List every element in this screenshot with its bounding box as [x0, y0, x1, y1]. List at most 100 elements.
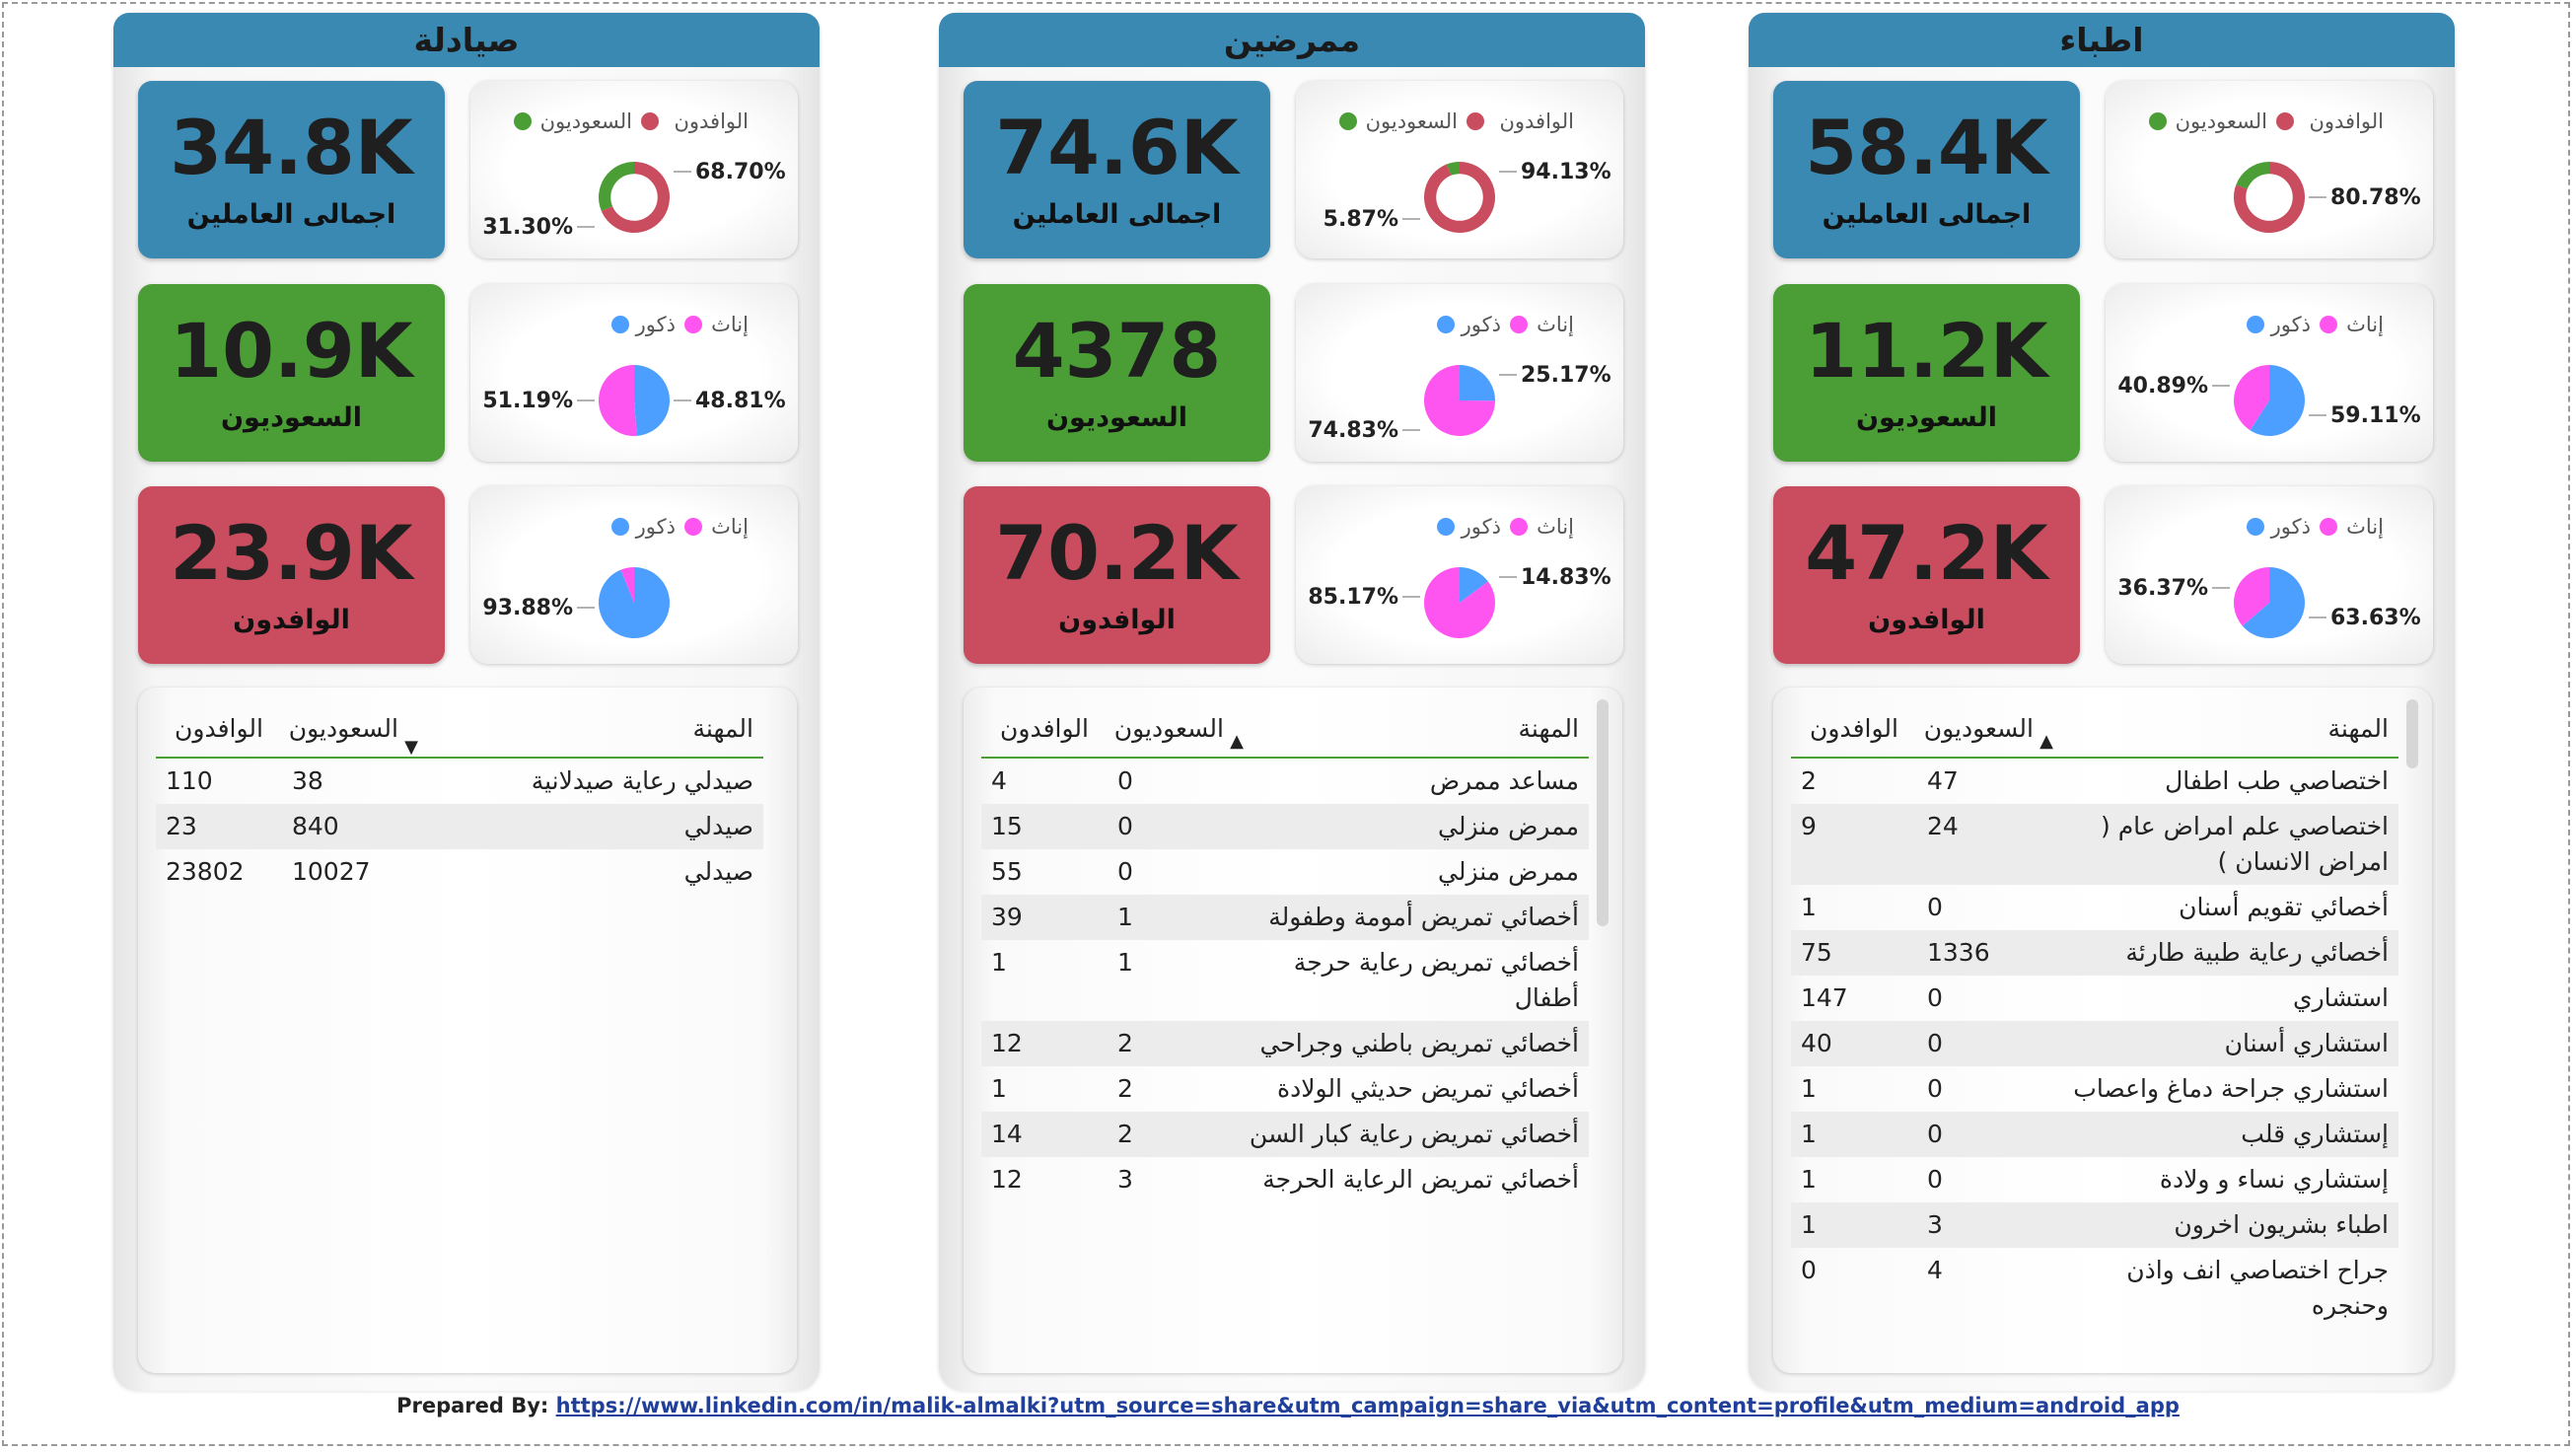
profession-table-card: المهنة السعوديون الوافدون ▲ مساعد ممرض 0 4 ممرض… — [964, 688, 1622, 1373]
table-cell: مساعد ممرض — [1429, 766, 1579, 795]
kpi-label: اجمالى العاملين — [186, 198, 396, 230]
female-slice — [2234, 365, 2269, 431]
column-header[interactable]: المهنة — [2327, 714, 2390, 743]
table-cell: أخصائي تمريض حديثي الولادة — [1276, 1074, 1579, 1103]
legend-dot — [2247, 518, 2264, 536]
table-cell: 0 — [1117, 766, 1133, 795]
table-row[interactable]: ممرض منزلي 0 15 — [981, 804, 1589, 849]
kpi-total-card: 58.4K اجمالى العاملين — [1773, 81, 2080, 258]
kpi-label: السعوديون — [220, 401, 362, 433]
kpi-total-card: 34.8K اجمالى العاملين — [138, 81, 445, 258]
sort-asc-icon[interactable]: ▲ — [1230, 731, 1244, 752]
table-cell: أخصائي تقويم أسنان — [2179, 893, 2389, 921]
table-cell: 2 — [1117, 1029, 1133, 1057]
data-label: 63.63% — [2330, 606, 2421, 630]
table-row[interactable]: اختصاصي علم امراض عام ( امراض الانسان ) 2… — [1791, 804, 2398, 885]
data-label: 25.17% — [1521, 363, 1611, 388]
table-cell: أخصائي رعاية طبية طارئة — [2125, 938, 2389, 967]
legend-dot — [1510, 316, 1528, 333]
table-cell: 39 — [991, 903, 1023, 931]
female-slice — [620, 567, 634, 603]
legend-dot — [2276, 112, 2294, 130]
table-cell: 12 — [991, 1029, 1023, 1057]
table-row[interactable]: أخصائي تمريض الرعاية الحرجة 3 12 — [981, 1157, 1589, 1202]
table-row[interactable]: صيدلي 840 23 — [156, 804, 763, 849]
column-header[interactable]: السعوديون — [1923, 714, 2034, 743]
table-row[interactable]: إستشاري قلب 0 1 — [1791, 1112, 2398, 1157]
table-row[interactable]: أخصائي رعاية طبية طارئة 1336 75 — [1791, 930, 2398, 976]
footer-link[interactable]: https://www.linkedin.com/in/malik-almalk… — [555, 1394, 2180, 1417]
table-row[interactable]: أخصائي تمريض رعاية كبار السن 2 14 — [981, 1112, 1589, 1157]
table-row[interactable]: استشاري جراحة دماغ واعصاب 0 1 — [1791, 1066, 2398, 1112]
legend-dot — [684, 518, 702, 536]
table-row[interactable]: أخصائي تمريض أمومة وطفولة 1 39 — [981, 895, 1589, 940]
table-row[interactable]: صيدلي 10027 23802 — [156, 849, 763, 895]
table-cell: اختصاصي طب اطفال — [2165, 766, 2389, 795]
table-row[interactable]: ممرض منزلي 0 55 — [981, 849, 1589, 895]
table-scrollbar[interactable] — [1597, 699, 1609, 926]
table-cell: 840 — [292, 812, 339, 840]
table-cell: صيدلي — [683, 812, 753, 840]
table-cell: 0 — [1927, 1120, 1943, 1148]
column-header[interactable]: المهنة — [692, 714, 754, 743]
kpi-total-card: 74.6K اجمالى العاملين — [964, 81, 1270, 258]
table-row[interactable]: مساعد ممرض 0 4 — [981, 759, 1589, 804]
table-scrollbar[interactable] — [2406, 699, 2418, 768]
profession-table: المهنة السعوديون الوافدون ▲ مساعد ممرض 0 4 ممرض… — [981, 701, 1589, 1202]
male-slice — [2250, 365, 2305, 436]
table-cell: أخصائي تمريض رعاية كبار السن — [1249, 1120, 1579, 1148]
panel-title: ممرضين — [939, 13, 1645, 67]
table-row[interactable]: اختصاصي طب اطفال 47 2 — [1791, 759, 2398, 804]
table-row[interactable]: أخصائي تمريض باطني وجراحي 2 12 — [981, 1021, 1589, 1066]
kpi-expat-card: 23.9K الوافدون — [138, 486, 445, 664]
table-row[interactable]: إستشاري نساء و ولادة 0 1 — [1791, 1157, 2398, 1202]
footer: Prepared By: https://www.linkedin.com/in… — [0, 1394, 2576, 1417]
table-cell: إستشاري نساء و ولادة — [2159, 1165, 2389, 1194]
table-row[interactable]: صيدلي رعاية صيدلانية 38 110 — [156, 759, 763, 804]
saudi-gender-pie-chart: إناث ذكور 25.17% 74.83% — [1296, 284, 1623, 462]
column-header[interactable]: الوافدون — [1000, 714, 1089, 743]
table-cell: ممرض منزلي — [1438, 812, 1579, 840]
table-cell: 1 — [991, 948, 1007, 977]
column-header[interactable]: الوافدون — [175, 714, 263, 743]
table-row[interactable]: جراح اختصاصي انف واذن وحنجره 4 0 — [1791, 1248, 2398, 1329]
table-row[interactable]: أخصائي تمريض رعاية حرجة أطفال 1 1 — [981, 940, 1589, 1021]
table-cell: 3 — [1117, 1165, 1133, 1194]
table-cell: 0 — [1927, 983, 1943, 1012]
table-row[interactable]: استشاري أسنان 0 40 — [1791, 1021, 2398, 1066]
data-label: 51.19% — [482, 389, 573, 413]
table-cell: أخصائي تمريض أمومة وطفولة — [1268, 903, 1579, 931]
table-row[interactable]: استشاري 0 147 — [1791, 976, 2398, 1021]
column-header[interactable]: السعوديون — [1113, 714, 1224, 743]
legend-label: ذكور — [1461, 313, 1501, 336]
sort-desc-icon[interactable]: ▼ — [404, 737, 418, 758]
table-cell: 40 — [1801, 1029, 1832, 1057]
table-row[interactable]: اطباء بشريون اخرون 3 1 — [1791, 1202, 2398, 1248]
male-slice — [2242, 567, 2305, 638]
expat-gender-pie-chart: إناث ذكور 63.63% 36.37% — [2106, 486, 2433, 664]
table-cell: صيدلي رعاية صيدلانية — [531, 766, 753, 795]
sort-asc-icon[interactable]: ▲ — [2039, 731, 2053, 752]
data-label: 14.83% — [1521, 565, 1611, 590]
table-cell: 9 — [1801, 812, 1817, 840]
table-row[interactable]: أخصائي تمريض حديثي الولادة 2 1 — [981, 1066, 1589, 1112]
legend-label: الوافدون — [674, 109, 749, 133]
kpi-label: السعوديون — [1855, 401, 1997, 433]
legend-label: إناث — [711, 515, 749, 540]
table-row[interactable]: أخصائي تقويم أسنان 0 1 — [1791, 885, 2398, 930]
column-header[interactable]: الوافدون — [1810, 714, 1898, 743]
table-cell: أخصائي تمريض الرعاية الحرجة — [1262, 1165, 1579, 1194]
column-header[interactable]: المهنة — [1518, 714, 1580, 743]
column-header[interactable]: السعوديون — [288, 714, 398, 743]
legend-label: إناث — [2346, 313, 2384, 337]
data-label: 80.78% — [2330, 185, 2421, 210]
table-cell: 1 — [1801, 1074, 1817, 1103]
table-body: صيدلي رعاية صيدلانية 38 110 صيدلي 840 23 صيدلي… — [156, 759, 763, 895]
table-cell: 23 — [166, 812, 197, 840]
panel: صيادلة 34.8K اجمالى العاملين 10.9K السعوديون… — [113, 13, 820, 1391]
male-slice — [1460, 567, 1488, 603]
legend-label: السعوديون — [2176, 109, 2267, 133]
table-cell: 23802 — [166, 857, 245, 886]
table-cell: 1 — [1801, 1120, 1817, 1148]
